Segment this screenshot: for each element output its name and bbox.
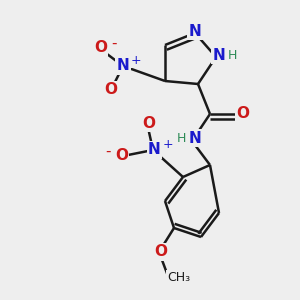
Text: +: + xyxy=(163,138,173,151)
Text: O: O xyxy=(154,244,167,260)
Text: N: N xyxy=(213,48,225,63)
Text: O: O xyxy=(115,148,128,164)
Text: N: N xyxy=(189,24,201,39)
Text: +: + xyxy=(130,54,141,67)
Text: N: N xyxy=(148,142,161,158)
Text: O: O xyxy=(142,116,155,130)
Text: O: O xyxy=(236,106,250,122)
Text: CH₃: CH₃ xyxy=(167,271,190,284)
Text: N: N xyxy=(117,58,129,74)
Text: H: H xyxy=(228,49,237,62)
Text: O: O xyxy=(104,82,118,98)
Text: -: - xyxy=(111,36,117,51)
Text: H: H xyxy=(177,131,186,145)
Text: O: O xyxy=(94,40,107,56)
Text: N: N xyxy=(189,130,201,146)
Text: -: - xyxy=(105,144,111,159)
